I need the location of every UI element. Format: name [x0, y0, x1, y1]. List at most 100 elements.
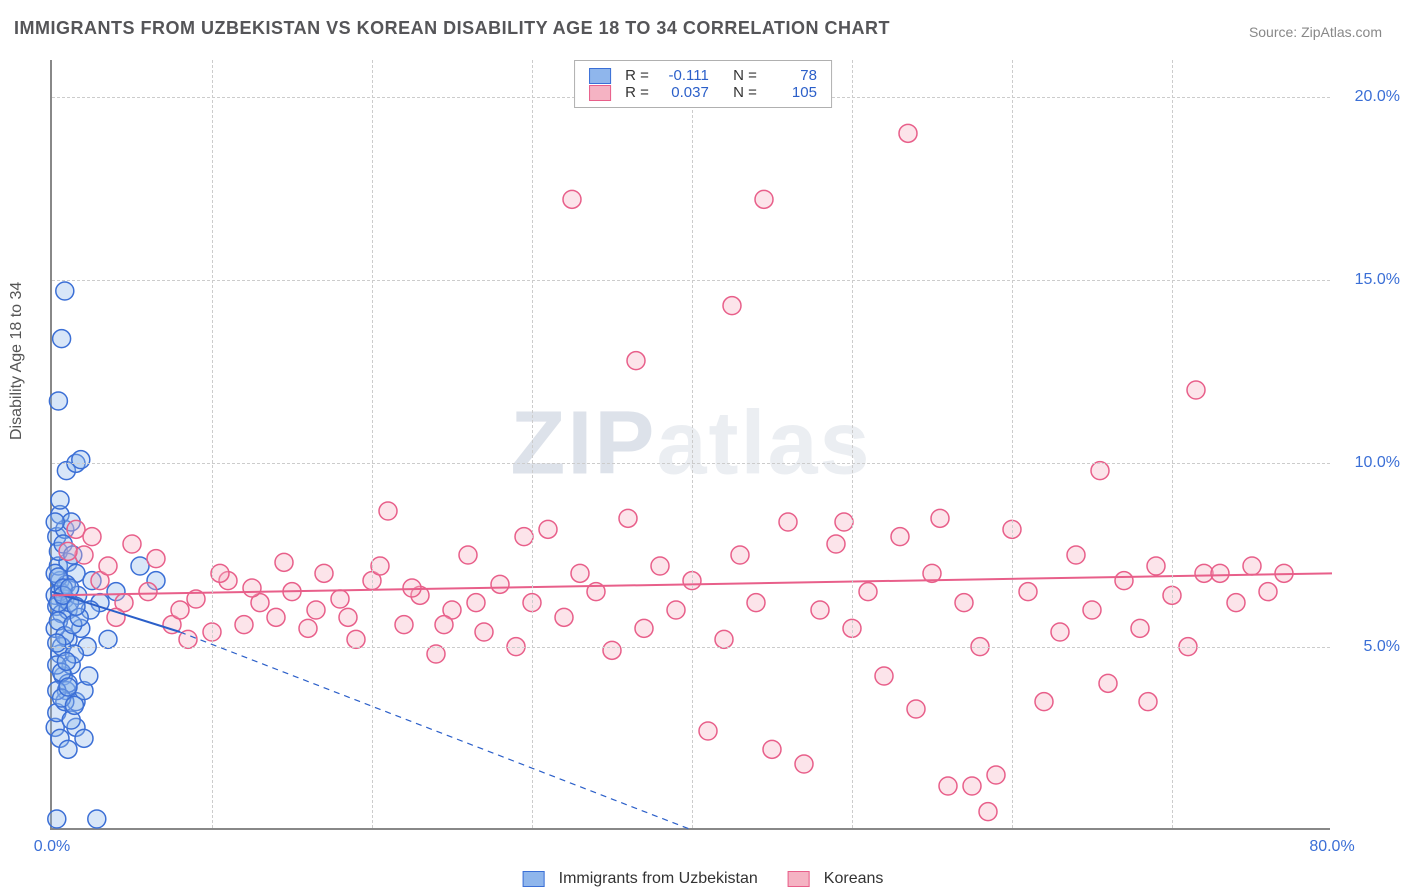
grid-line-v — [852, 60, 853, 828]
y-tick-label: 5.0% — [1340, 638, 1400, 656]
chart-title: IMMIGRANTS FROM UZBEKISTAN VS KOREAN DIS… — [14, 18, 890, 39]
data-point — [59, 678, 77, 696]
data-point — [88, 810, 106, 828]
data-point — [72, 451, 90, 469]
data-point — [46, 513, 64, 531]
data-point — [779, 513, 797, 531]
data-point — [59, 740, 77, 758]
n-label: N = — [733, 67, 757, 84]
data-point — [619, 509, 637, 527]
data-point — [75, 546, 93, 564]
data-point — [571, 564, 589, 582]
data-point — [1147, 557, 1165, 575]
grid-line-h — [52, 463, 1330, 464]
legend-label: Koreans — [824, 870, 884, 888]
y-tick-label: 20.0% — [1340, 88, 1400, 106]
data-point — [51, 491, 69, 509]
legend-item: Immigrants from Uzbekistan — [523, 870, 758, 888]
data-point — [715, 630, 733, 648]
r-label: R = — [625, 67, 649, 84]
data-point — [53, 330, 71, 348]
y-tick-label: 15.0% — [1340, 271, 1400, 289]
r-label: R = — [625, 84, 649, 101]
data-point — [1211, 564, 1229, 582]
data-point — [459, 546, 477, 564]
data-point — [99, 557, 117, 575]
data-point — [139, 583, 157, 601]
data-point — [395, 616, 413, 634]
data-point — [1243, 557, 1261, 575]
data-point — [491, 575, 509, 593]
grid-line-v — [692, 60, 693, 828]
data-point — [1187, 381, 1205, 399]
data-point — [835, 513, 853, 531]
data-point — [379, 502, 397, 520]
legend-swatch — [589, 68, 611, 84]
data-point — [1051, 623, 1069, 641]
data-point — [859, 583, 877, 601]
data-point — [59, 542, 77, 560]
data-point — [235, 616, 253, 634]
data-point — [1099, 674, 1117, 692]
correlation-legend: R = -0.111 N = 78R =0.037 N =105 — [574, 60, 832, 108]
data-point — [1091, 462, 1109, 480]
x-tick-label: 80.0% — [1309, 838, 1354, 856]
data-point — [57, 652, 75, 670]
data-point — [1115, 572, 1133, 590]
data-point — [131, 557, 149, 575]
data-point — [403, 579, 421, 597]
data-point — [75, 729, 93, 747]
data-point — [763, 740, 781, 758]
data-point — [603, 641, 621, 659]
data-point — [627, 352, 645, 370]
data-point — [171, 601, 189, 619]
data-point — [931, 509, 949, 527]
data-point — [427, 645, 445, 663]
data-point — [747, 594, 765, 612]
data-point — [299, 619, 317, 637]
data-point — [963, 777, 981, 795]
grid-line-v — [1172, 60, 1173, 828]
legend-label: Immigrants from Uzbekistan — [559, 870, 758, 888]
data-point — [315, 564, 333, 582]
data-point — [955, 594, 973, 612]
grid-line-h — [52, 647, 1330, 648]
data-point — [1083, 601, 1101, 619]
data-point — [331, 590, 349, 608]
data-point — [65, 696, 83, 714]
legend-swatch — [589, 85, 611, 101]
grid-line-h — [52, 280, 1330, 281]
data-point — [811, 601, 829, 619]
data-point — [307, 601, 325, 619]
y-axis-label: Disability Age 18 to 34 — [8, 282, 26, 440]
data-point — [1067, 546, 1085, 564]
data-point — [275, 553, 293, 571]
plot-area: ZIPatlas 5.0%10.0%15.0%20.0%0.0%80.0% — [50, 60, 1330, 830]
data-point — [1035, 693, 1053, 711]
data-point — [267, 608, 285, 626]
data-point — [891, 528, 909, 546]
data-point — [48, 810, 66, 828]
data-point — [1131, 619, 1149, 637]
r-value: -0.111 — [657, 67, 709, 84]
n-value: 78 — [765, 67, 817, 84]
data-point — [699, 722, 717, 740]
legend-row: R =0.037 N =105 — [589, 84, 817, 101]
grid-line-v — [212, 60, 213, 828]
data-point — [563, 190, 581, 208]
data-point — [1227, 594, 1245, 612]
series-legend: Immigrants from Uzbekistan Koreans — [523, 870, 884, 888]
data-point — [723, 297, 741, 315]
data-point — [875, 667, 893, 685]
legend-item: Koreans — [788, 870, 884, 888]
chart-source: Source: ZipAtlas.com — [1249, 24, 1382, 40]
data-point — [435, 616, 453, 634]
data-point — [899, 124, 917, 142]
data-point — [123, 535, 141, 553]
x-tick-label: 0.0% — [34, 838, 70, 856]
data-point — [907, 700, 925, 718]
legend-swatch — [788, 871, 810, 887]
data-point — [939, 777, 957, 795]
data-point — [979, 803, 997, 821]
data-point — [211, 564, 229, 582]
